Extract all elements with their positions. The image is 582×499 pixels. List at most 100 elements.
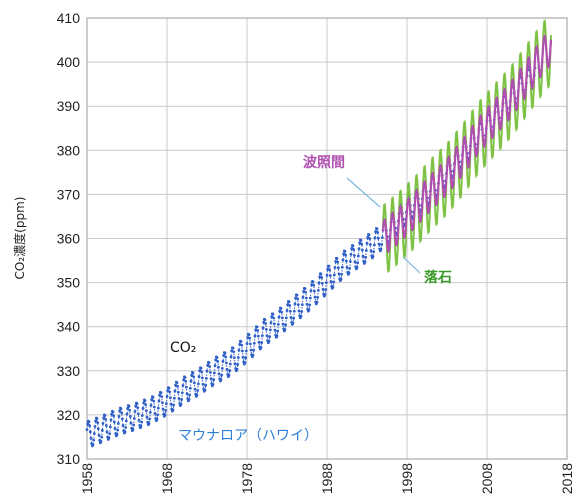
- data-point: [144, 403, 148, 406]
- data-point: [377, 242, 381, 246]
- data-point: [255, 325, 259, 329]
- data-point: [347, 271, 351, 275]
- data-point: [216, 365, 220, 369]
- data-point: [193, 387, 197, 391]
- data-point: [285, 309, 289, 312]
- data-point: [120, 411, 124, 415]
- data-point: [197, 375, 201, 379]
- data-point: [248, 342, 252, 346]
- data-point: [372, 250, 376, 254]
- data-point: [244, 356, 248, 360]
- data-point: [168, 396, 172, 400]
- data-point: [102, 416, 106, 420]
- x-tick-labels: 1958 1968 1978 1988 1998 2008 2018: [79, 463, 575, 494]
- data-point: [320, 281, 324, 285]
- series-line-mauna-loa: [86, 65, 536, 447]
- data-point: [189, 379, 193, 383]
- data-point: [267, 339, 271, 343]
- data-point: [167, 386, 171, 390]
- data-point: [252, 341, 256, 345]
- data-point: [328, 268, 332, 272]
- data-point: [127, 404, 131, 408]
- data-point: [275, 334, 279, 338]
- data-point: [216, 359, 220, 363]
- data-point: [96, 427, 100, 431]
- data-point: [128, 408, 132, 412]
- data-point: [320, 276, 324, 279]
- data-point: [94, 419, 98, 423]
- annotation-co2: CO₂: [170, 340, 196, 356]
- data-point: [317, 281, 321, 285]
- data-point: [276, 322, 280, 326]
- data-point: [260, 341, 264, 344]
- data-point: [277, 315, 281, 319]
- data-point: [225, 367, 229, 371]
- data-point: [363, 260, 367, 264]
- x-tick-label: 1968: [159, 463, 175, 494]
- data-point: [103, 414, 107, 417]
- data-point: [204, 377, 208, 380]
- data-point: [158, 393, 162, 397]
- data-point: [129, 421, 133, 425]
- data-point: [355, 266, 359, 269]
- data-point: [324, 281, 328, 285]
- y-tick-label: 390: [57, 98, 81, 114]
- data-point: [131, 428, 135, 431]
- data-point: [116, 422, 120, 425]
- data-point: [232, 356, 236, 359]
- data-point: [339, 277, 343, 281]
- data-point: [183, 375, 187, 379]
- data-point: [260, 334, 264, 337]
- data-point: [352, 248, 356, 252]
- data-point: [119, 407, 123, 411]
- data-point: [312, 283, 316, 287]
- data-point: [271, 312, 275, 316]
- data-point: [313, 295, 317, 299]
- data-point: [264, 327, 268, 331]
- data-point: [110, 412, 114, 416]
- data-point: [239, 340, 243, 343]
- data-point: [176, 390, 180, 394]
- data-point: [135, 402, 139, 406]
- data-point: [171, 408, 175, 412]
- data-point: [149, 403, 153, 407]
- x-tick-label: 2008: [479, 463, 495, 494]
- data-point: [301, 295, 305, 299]
- data-point: [117, 414, 121, 418]
- data-point: [349, 252, 353, 256]
- data-point: [139, 425, 143, 428]
- data-point: [321, 288, 325, 291]
- grid-lines: [86, 17, 568, 460]
- data-point: [359, 238, 363, 242]
- data-point: [208, 365, 212, 368]
- data-point: [214, 358, 218, 362]
- data-point: [133, 410, 137, 413]
- data-point: [251, 353, 255, 357]
- data-point: [376, 230, 380, 234]
- data-point: [356, 261, 360, 265]
- data-point: [269, 321, 273, 325]
- data-point: [212, 378, 216, 382]
- data-point: [200, 370, 204, 374]
- x-tick-label: 1998: [399, 463, 415, 494]
- data-point: [372, 243, 376, 247]
- data-point: [348, 260, 352, 263]
- data-point: [100, 435, 104, 439]
- data-point: [240, 349, 244, 353]
- data-point: [247, 333, 251, 337]
- data-point: [180, 391, 184, 395]
- data-point: [152, 399, 156, 403]
- data-point: [115, 433, 119, 436]
- data-point: [272, 316, 276, 320]
- data-point: [184, 385, 188, 389]
- data-point: [143, 399, 147, 403]
- data-point: [308, 303, 312, 307]
- data-point: [223, 351, 227, 355]
- data-point: [88, 424, 92, 428]
- data-point: [324, 288, 328, 292]
- data-point: [325, 273, 329, 277]
- data-point: [332, 280, 336, 284]
- data-point: [93, 425, 97, 428]
- data-point: [368, 243, 372, 246]
